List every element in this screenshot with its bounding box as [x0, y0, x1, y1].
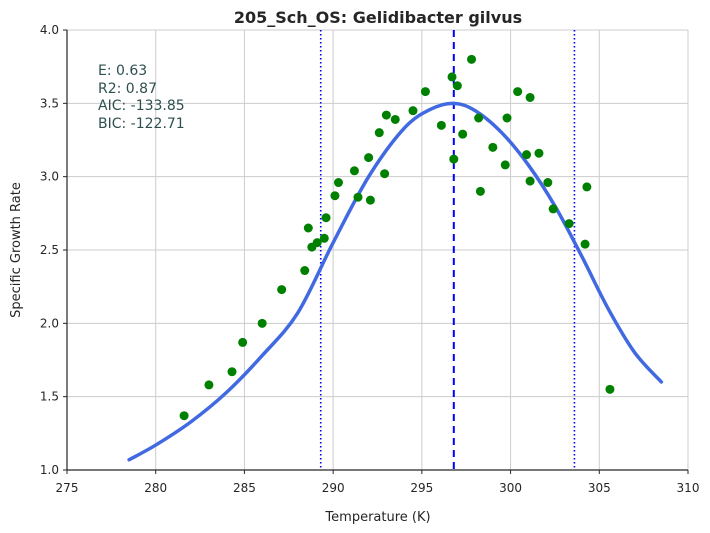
y-tick-label: 3.5: [40, 96, 59, 110]
data-point: [458, 129, 468, 139]
data-point: [500, 160, 510, 170]
data-point: [353, 192, 363, 202]
data-point: [312, 238, 322, 248]
y-tick-label: 2.5: [40, 243, 59, 257]
data-point: [447, 72, 457, 82]
y-tick-label: 1.5: [40, 390, 59, 404]
stat-e: E: 0.63: [98, 63, 147, 79]
data-point: [548, 204, 558, 214]
y-tick-label: 2.0: [40, 316, 59, 330]
x-tick-label: 280: [144, 481, 167, 495]
x-tick-label: 275: [56, 481, 79, 495]
data-point: [420, 87, 430, 97]
data-point: [227, 367, 237, 377]
chart-title: 205_Sch_OS: Gelidibacter gilvus: [234, 8, 522, 27]
data-point: [449, 154, 459, 164]
data-point: [300, 266, 310, 276]
axes: [63, 29, 689, 474]
data-point: [204, 380, 214, 390]
x-tick-label: 295: [410, 481, 433, 495]
data-point: [390, 114, 400, 124]
data-point: [534, 148, 544, 158]
data-point: [564, 219, 574, 229]
data-point: [452, 81, 462, 91]
data-point: [525, 176, 535, 186]
data-point: [522, 150, 532, 160]
x-tick-label: 290: [322, 481, 345, 495]
fit-curve: [127, 101, 664, 462]
y-tick-label: 1.0: [40, 463, 59, 477]
data-point: [321, 213, 331, 223]
data-points: [179, 54, 615, 421]
data-point: [580, 239, 590, 249]
data-point: [238, 337, 248, 347]
data-point: [333, 178, 343, 188]
data-point: [277, 285, 287, 295]
data-point: [364, 153, 374, 163]
data-point: [179, 411, 189, 421]
x-tick-label: 305: [588, 481, 611, 495]
y-tick-label: 3.0: [40, 170, 59, 184]
data-point: [475, 186, 485, 196]
tick-labels: 275 280 285 290 295 300 305 310 1.0 1.5 2.0 2.5 3.0 3…: [40, 23, 700, 495]
data-point: [257, 318, 267, 328]
data-point: [467, 54, 477, 64]
data-point: [349, 166, 359, 176]
data-point: [513, 87, 523, 97]
data-point: [408, 106, 418, 116]
x-tick-label: 310: [677, 481, 700, 495]
data-point: [525, 92, 535, 102]
fit-curve-layer: [127, 101, 664, 462]
data-point: [543, 178, 553, 188]
stat-aic: AIC: -133.85: [98, 98, 185, 114]
data-point: [303, 223, 313, 233]
data-point: [474, 113, 484, 123]
x-tick-label: 300: [499, 481, 522, 495]
data-point: [488, 142, 498, 152]
data-point: [330, 191, 340, 201]
data-point: [374, 128, 384, 138]
y-axis-label: Specific Growth Rate: [9, 182, 24, 318]
data-point: [582, 182, 592, 192]
x-tick-label: 285: [233, 481, 256, 495]
data-point: [365, 195, 375, 205]
data-point: [605, 384, 615, 394]
data-point: [436, 120, 446, 130]
grid-lines: [66, 29, 689, 471]
data-point: [381, 110, 391, 120]
y-tick-label: 4.0: [40, 23, 59, 37]
stat-r2: R2: 0.87: [98, 81, 157, 97]
data-point: [319, 233, 329, 243]
stat-bic: BIC: -122.71: [98, 116, 185, 132]
data-point: [502, 113, 512, 123]
data-point: [380, 169, 390, 179]
x-axis-label: Temperature (K): [324, 510, 430, 525]
